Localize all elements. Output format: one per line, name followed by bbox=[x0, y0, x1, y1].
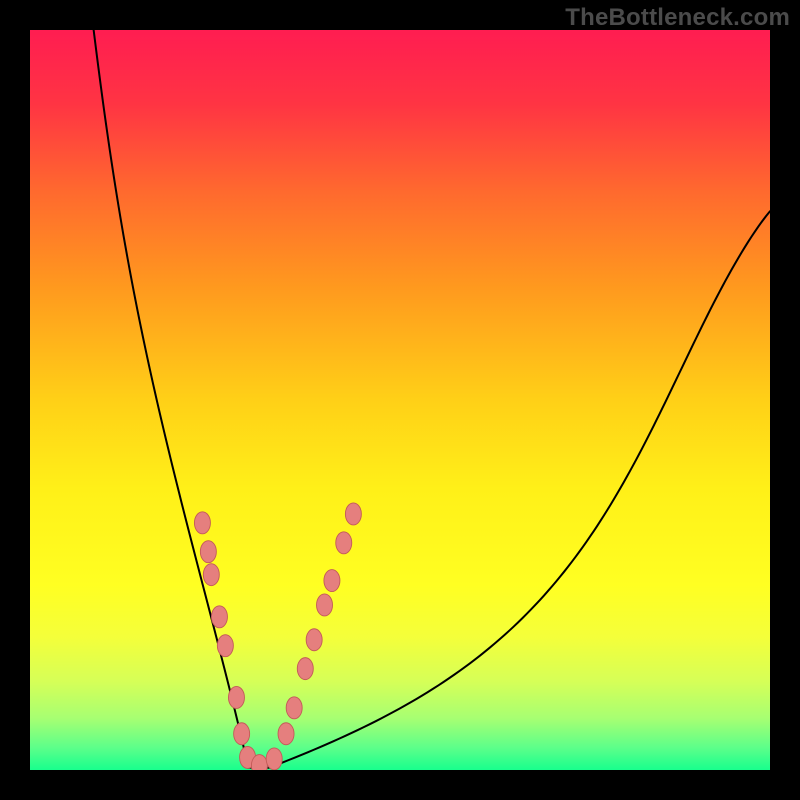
marker-point bbox=[278, 723, 294, 745]
marker-point bbox=[200, 541, 216, 563]
plot-bg bbox=[30, 30, 770, 770]
marker-point bbox=[211, 606, 227, 628]
marker-point bbox=[336, 532, 352, 554]
watermark-text: TheBottleneck.com bbox=[565, 4, 790, 32]
chart-stage: TheBottleneck.com bbox=[0, 0, 800, 800]
marker-point bbox=[306, 629, 322, 651]
marker-point bbox=[345, 503, 361, 525]
marker-point bbox=[317, 594, 333, 616]
marker-point bbox=[266, 748, 282, 770]
marker-point bbox=[228, 686, 244, 708]
marker-point bbox=[297, 658, 313, 680]
chart-svg bbox=[0, 0, 800, 800]
marker-point bbox=[217, 635, 233, 657]
marker-point bbox=[203, 564, 219, 586]
marker-point bbox=[324, 570, 340, 592]
marker-point bbox=[234, 723, 250, 745]
marker-point bbox=[194, 512, 210, 534]
marker-point bbox=[286, 697, 302, 719]
